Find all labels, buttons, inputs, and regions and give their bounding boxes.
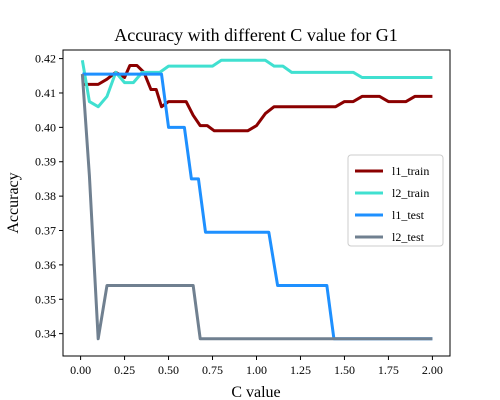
x-tick-label: 1.50 [334, 363, 355, 377]
y-tick-label: 0.38 [35, 189, 56, 203]
x-tick-label: 0.00 [70, 363, 91, 377]
x-tick-label: 0.50 [158, 363, 179, 377]
x-tick-label: 0.25 [114, 363, 135, 377]
chart-title: Accuracy with different C value for G1 [114, 25, 398, 45]
legend-label-l2-train: l2_train [392, 186, 429, 200]
x-tick-label: 1.75 [378, 363, 399, 377]
y-tick-label: 0.36 [35, 258, 56, 272]
y-tick-label: 0.37 [35, 224, 56, 238]
x-tick-label: 1.00 [246, 363, 267, 377]
legend-label-l1-train: l1_train [392, 164, 429, 178]
y-tick-label: 0.42 [35, 52, 56, 66]
y-tick-label: 0.34 [35, 327, 56, 341]
y-tick-label: 0.41 [35, 86, 56, 100]
legend-label-l1-test: l1_test [392, 208, 425, 222]
y-tick-label: 0.35 [35, 292, 56, 306]
x-tick-label: 0.75 [202, 363, 223, 377]
x-tick-label: 2.00 [422, 363, 443, 377]
y-tick-label: 0.40 [35, 120, 56, 134]
x-axis-title: C value [231, 384, 280, 400]
y-tick-label: 0.39 [35, 155, 56, 169]
x-tick-label: 1.25 [290, 363, 311, 377]
y-axis-title: Accuracy [5, 172, 22, 233]
legend: l1_train l2_train l1_test l2_test [348, 155, 443, 246]
legend-label-l2-test: l2_test [392, 230, 425, 244]
